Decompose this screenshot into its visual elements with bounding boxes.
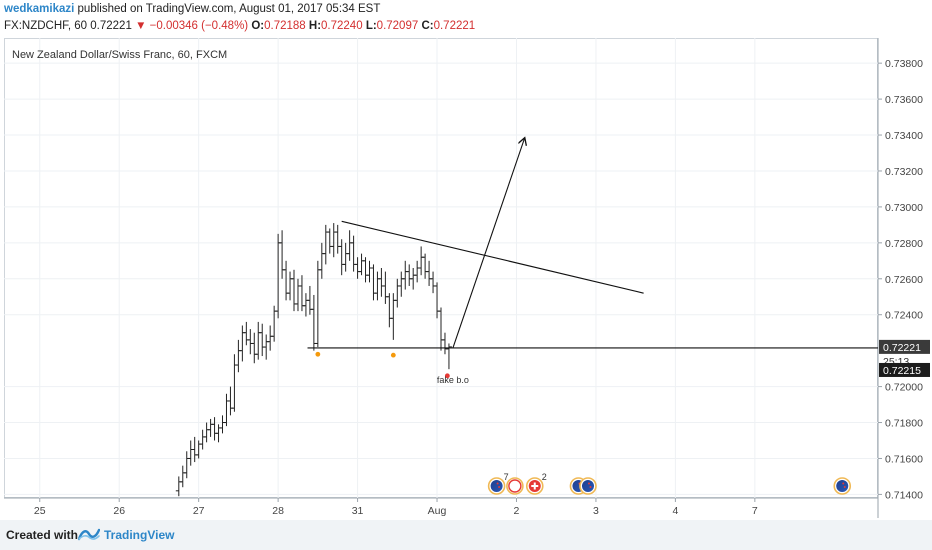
plot-area [4,38,878,498]
high-label: H: [308,20,322,32]
tradingview-logo-icon[interactable] [77,527,101,546]
y-tick-label: 0.73600 [885,94,923,106]
symbol-interval: FX:NZDCHF, 60 [4,20,88,32]
y-tick-label: 0.73800 [885,58,923,70]
nz-star [842,482,845,485]
price-axis: 0.71400 0.71600 0.71800 0.72000 0.72400 0.726… [878,58,923,501]
published-text: published on TradingView.com, August 01,… [77,3,381,15]
nz-star [496,482,499,485]
y-tick-label: 0.71600 [885,453,923,465]
event-marker-nz [579,477,597,495]
x-tick-label: 31 [352,505,364,517]
footer: Created with TradingView [0,520,932,550]
x-tick-label: 25 [34,505,46,517]
y-tick-label: 0.72000 [885,382,923,394]
event-marker-ring [506,477,524,495]
drawings [307,139,878,379]
time-axis: 25 26 27 28 31 Aug 2 3 4 7 [34,498,758,517]
x-tick-label: 7 [752,505,758,517]
y-tick-label: 0.73400 [885,130,923,142]
chart-title: New Zealand Dollar/Swiss Franc, 60, FXCM [12,49,227,61]
y-tick-label: 0.72400 [885,310,923,322]
nz-flag-icon [581,480,594,492]
tradingview-brand-link[interactable]: TradingView [104,528,175,542]
event-ring-icon [508,479,522,493]
swiss-cross-v [533,482,536,490]
y-tick-label: 0.72600 [885,274,923,286]
y-tick-label: 0.73000 [885,202,923,214]
event-badge: 7 [504,472,509,482]
bid-tag: 0.72215 [879,362,930,377]
open-label: O: [251,20,265,32]
nz-star [589,486,592,488]
low-value: 0.72097 [376,20,419,32]
x-tick-label: 2 [514,505,520,517]
event-marker-nz [833,477,852,495]
x-tick-label: 3 [593,505,599,517]
price-change: −0.00346 (−0.48%) [149,20,249,32]
publish-info: wedkamikazi published on TradingView.com… [4,3,380,15]
bid-label: 0.72215 [883,365,921,377]
swing-low-dot [390,352,396,358]
y-tick-label: 0.71800 [885,418,923,430]
open-value: 0.72188 [264,20,306,32]
x-tick-label: 4 [672,505,678,517]
candles [175,223,452,497]
event-badge: 2 [542,472,547,482]
nz-star [587,482,590,485]
nz-flag-icon [490,480,503,492]
fake-bo-label: fake b.o [437,375,469,385]
event-marker-nz: 7 [487,472,509,495]
close-value: 0.72221 [433,20,476,32]
event-marker-ch: 2 [525,472,547,495]
price-chart[interactable]: New Zealand Dollar/Swiss Franc, 60, FXCM… [4,38,930,518]
created-with-label: Created with [6,528,79,542]
down-arrow-icon: ▼ [135,20,147,32]
y-tick-label: 0.72800 [885,238,923,250]
nz-flag-icon [836,480,849,492]
high-value: 0.72240 [321,20,363,32]
price-tag: 0.72221 [879,339,930,354]
nz-star [843,486,846,488]
chart-frame[interactable]: New Zealand Dollar/Swiss Franc, 60, FXCM… [4,38,930,518]
close-label: C: [421,20,434,32]
x-tick-label: Aug [428,505,447,517]
swing-low-dot [315,351,321,357]
low-label: L: [365,20,377,32]
x-tick-label: 27 [193,505,205,517]
chart-header: wedkamikazi published on TradingView.com… [0,0,932,38]
trendline [341,220,644,294]
nz-star [498,486,501,488]
author-link[interactable]: wedkamikazi [4,3,75,15]
last-price: 0.72221 [90,20,132,32]
price-tag-label: 0.72221 [883,342,921,354]
x-tick-label: 26 [113,505,125,517]
y-tick-label: 0.71400 [885,489,923,501]
fake-breakout-dot [444,373,450,379]
x-tick-label: 28 [272,505,284,517]
projection-arrow [452,139,525,349]
symbol-quote-line: FX:NZDCHF, 60 0.72221 ▼ −0.00346 (−0.48%… [4,20,475,32]
y-tick-label: 0.73200 [885,166,923,178]
